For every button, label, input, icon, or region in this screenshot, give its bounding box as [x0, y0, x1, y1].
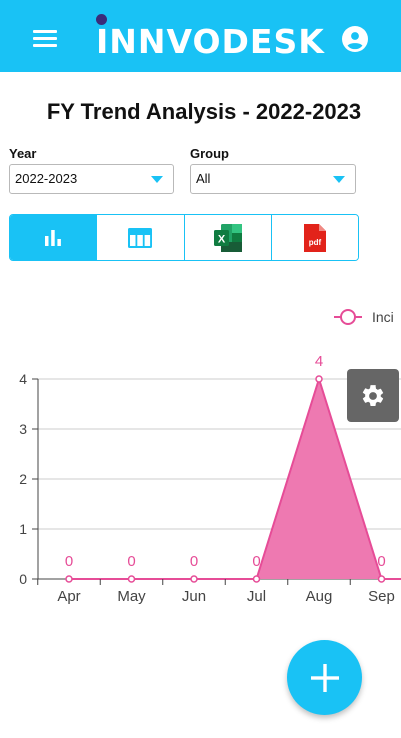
hamburger-menu-icon[interactable]	[33, 30, 57, 48]
pdf-icon-text: pdf	[309, 238, 322, 247]
chevron-down-icon	[333, 176, 345, 183]
bar-chart-view-button[interactable]	[10, 215, 98, 260]
x-tick-label: Aug	[306, 588, 333, 605]
year-select-value: 2022-2023	[15, 171, 78, 186]
group-select[interactable]: All	[190, 164, 356, 194]
y-tick-label: 4	[19, 371, 27, 387]
data-label: 0	[65, 553, 73, 570]
y-tick-label: 3	[19, 421, 27, 437]
plus-icon	[310, 663, 339, 692]
x-tick-label: Sep	[368, 588, 395, 605]
page-title: FY Trend Analysis - 2022-2023	[46, 99, 362, 124]
table-view-button[interactable]	[97, 215, 185, 260]
chart-settings-button[interactable]	[347, 369, 399, 422]
x-tick-label: May	[117, 588, 146, 605]
data-label: 0	[190, 553, 198, 570]
series-area	[69, 379, 401, 579]
add-fab-button[interactable]	[287, 640, 362, 715]
data-label: 0	[127, 553, 135, 570]
trend-area-chart: Inci 0 1 2 3 4 Apr May Jun Jul Aug Sep 0 0 0 0 4 0	[19, 309, 401, 605]
data-point	[190, 575, 198, 583]
data-label: 4	[315, 353, 323, 370]
logo-dot	[96, 14, 107, 25]
bar-chart-icon	[45, 229, 62, 246]
y-tick-label: 1	[19, 521, 27, 537]
year-label: Year	[9, 146, 37, 161]
group-label: Group	[190, 146, 229, 161]
legend-marker	[340, 309, 356, 325]
y-tick-label: 2	[19, 471, 27, 487]
legend-label: Inci	[372, 309, 394, 325]
data-label: 0	[377, 553, 385, 570]
y-tick-label: 0	[19, 571, 27, 587]
app-logo: INNVODESK	[96, 14, 325, 62]
year-select[interactable]: 2022-2023	[9, 164, 174, 194]
top-app-bar: INNVODESK	[0, 0, 401, 72]
excel-icon: X	[213, 223, 242, 252]
x-tick-label: Apr	[57, 588, 80, 605]
data-point	[65, 575, 73, 583]
chevron-down-icon	[151, 176, 163, 183]
data-point	[127, 575, 136, 583]
table-icon	[128, 227, 153, 248]
data-point	[252, 575, 261, 583]
data-point	[377, 575, 386, 583]
account-circle-icon[interactable]	[342, 26, 368, 52]
x-tick-label: Jul	[247, 588, 266, 605]
data-label: 0	[252, 553, 260, 570]
excel-export-button[interactable]: X	[184, 215, 272, 260]
gear-icon	[362, 384, 384, 406]
excel-icon-text: X	[217, 233, 225, 245]
data-point	[315, 375, 323, 383]
view-toggle-group: X pdf	[9, 214, 359, 261]
x-tick-label: Jun	[182, 588, 206, 605]
pdf-export-button[interactable]: pdf	[271, 215, 358, 260]
app-name: INNVODESK	[96, 22, 325, 61]
group-select-value: All	[196, 171, 211, 186]
pdf-icon: pdf	[303, 223, 326, 252]
